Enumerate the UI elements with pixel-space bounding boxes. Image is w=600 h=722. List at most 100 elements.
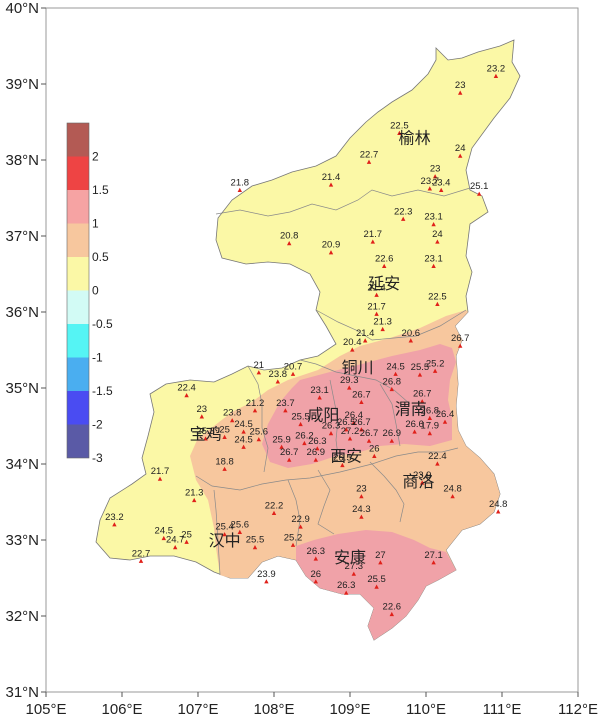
legend-label: -1.5 <box>92 384 113 398</box>
station-value: 24 <box>455 143 466 154</box>
station-marker <box>431 263 436 268</box>
station-value: 27.3 <box>345 561 364 572</box>
station-marker <box>283 408 288 413</box>
station-marker <box>374 292 379 297</box>
city-label: 西安 <box>330 447 362 466</box>
station-value: 26 <box>311 569 322 580</box>
y-tick-label: 39°N <box>5 76 39 93</box>
station-value: 26.3 <box>337 580 356 591</box>
anomaly-zone-pink-south <box>296 530 456 640</box>
station-marker <box>496 509 501 514</box>
legend-label: -0.5 <box>92 317 113 331</box>
station-marker <box>389 438 394 443</box>
legend-swatch <box>67 357 89 391</box>
city-label: 安康 <box>334 548 366 567</box>
city-label: 延安 <box>368 274 400 293</box>
station-marker <box>328 431 334 436</box>
station-marker <box>192 497 197 503</box>
y-tick-label: 31°N <box>5 684 39 701</box>
x-tick-label: 111°E <box>483 701 522 718</box>
station-value: 22.2 <box>265 500 284 511</box>
station-marker <box>359 399 364 405</box>
station-marker <box>222 466 227 471</box>
station-value: 24.5 <box>234 419 253 430</box>
city-label: 榆林 <box>399 128 431 147</box>
station-marker <box>298 524 303 529</box>
x-tick-label: 110°E <box>406 701 446 718</box>
station-marker <box>477 191 482 196</box>
station-value: 22.7 <box>360 149 379 160</box>
station-value: 25.9 <box>272 434 291 445</box>
station-marker <box>252 408 258 413</box>
station-value: 26.7 <box>413 389 432 400</box>
station-value: 23.8 <box>269 369 288 380</box>
station-marker <box>184 393 189 398</box>
station-value: 23 <box>430 164 441 175</box>
station-value: 26.7 <box>352 417 371 428</box>
station-value: 22.7 <box>132 548 151 559</box>
legend-swatch <box>67 190 89 224</box>
station-value: 25.2 <box>426 358 445 369</box>
x-axis: 105°E 106°E 107°E 108°E 109°E 110°E 111°E 112°E <box>25 692 598 718</box>
station-marker <box>184 539 189 544</box>
station-marker <box>203 436 208 441</box>
station-value: 24.7 <box>166 535 185 546</box>
station-value: 21.4 <box>322 172 341 183</box>
station-value: 20.8 <box>280 231 299 242</box>
station-value: 26.9 <box>307 447 326 458</box>
prefecture-boundaries <box>195 187 471 576</box>
station-marker <box>241 444 246 449</box>
station-value: 22.3 <box>394 206 413 217</box>
station-value: 24.5 <box>234 434 253 445</box>
legend-swatch <box>67 324 89 358</box>
station-value: 26.7 <box>352 389 371 400</box>
station-marker <box>302 440 307 446</box>
station-value: 24.5 <box>155 525 174 536</box>
station-value: 23.1 <box>424 253 443 264</box>
station-value: 26.4 <box>345 410 364 421</box>
station-marker <box>374 311 379 316</box>
station-marker <box>493 73 499 78</box>
x-tick-label: 107°E <box>177 701 218 718</box>
legend-swatch <box>67 290 89 324</box>
y-tick-label: 33°N <box>5 532 39 549</box>
station-value: 26.8 <box>421 405 440 416</box>
station-value: 25.5 <box>367 574 386 585</box>
station-marker <box>241 429 246 434</box>
station-value: 21.3 <box>185 487 204 498</box>
station-marker <box>313 457 318 462</box>
station-marker <box>372 453 377 458</box>
station-value: 25.2 <box>284 532 303 543</box>
station-value: 22.5 <box>428 291 447 302</box>
station-marker <box>290 371 296 376</box>
station-marker <box>370 239 375 244</box>
station-marker <box>199 414 204 419</box>
y-tick-label: 38°N <box>5 152 39 169</box>
city-label: 铜川 <box>342 358 374 377</box>
station-marker <box>161 535 166 541</box>
station-value: 24.3 <box>352 504 371 515</box>
station-value: 26.9 <box>383 428 402 439</box>
station-marker <box>427 431 432 436</box>
station-value: 24.8 <box>489 499 508 510</box>
station-value: 22.9 <box>291 514 310 525</box>
y-tick-label: 34°N <box>5 456 39 473</box>
legend-label: -2 <box>92 418 103 432</box>
station-value: 25.1 <box>470 181 489 192</box>
station-marker <box>427 415 432 420</box>
station-value: 21.7 <box>364 229 383 240</box>
station-value: 25 <box>219 424 230 435</box>
station-marker <box>412 429 417 434</box>
station-value: 25.5 <box>411 362 430 373</box>
y-tick-label: 32°N <box>5 608 39 625</box>
station-marker <box>401 216 406 221</box>
y-tick-label: 36°N <box>5 304 39 321</box>
station-marker <box>138 558 144 563</box>
station-value: 29.3 <box>340 375 359 386</box>
station-marker <box>279 444 284 449</box>
city-label: 宝鸡 <box>190 425 222 444</box>
station-marker <box>420 480 425 485</box>
station-value: 26.3 <box>322 421 341 432</box>
